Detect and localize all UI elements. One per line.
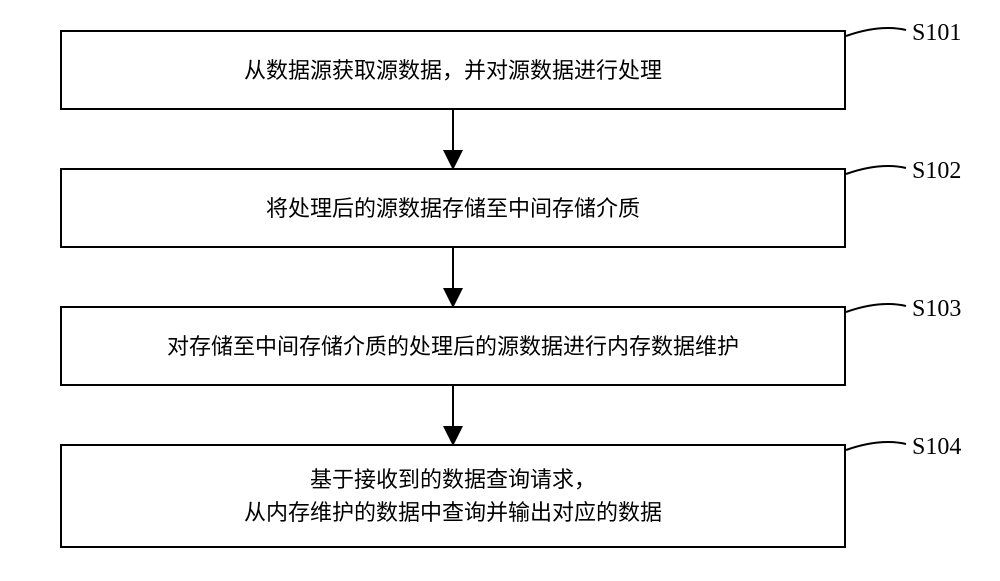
leader-s104	[846, 442, 906, 450]
flowchart-canvas: 从数据源获取源数据，并对源数据进行处理 将处理后的源数据存储至中间存储介质 对存…	[0, 0, 1000, 581]
connectors-svg	[0, 0, 1000, 581]
leader-s101	[846, 28, 906, 36]
leader-s103	[846, 304, 906, 312]
leader-s102	[846, 166, 906, 174]
